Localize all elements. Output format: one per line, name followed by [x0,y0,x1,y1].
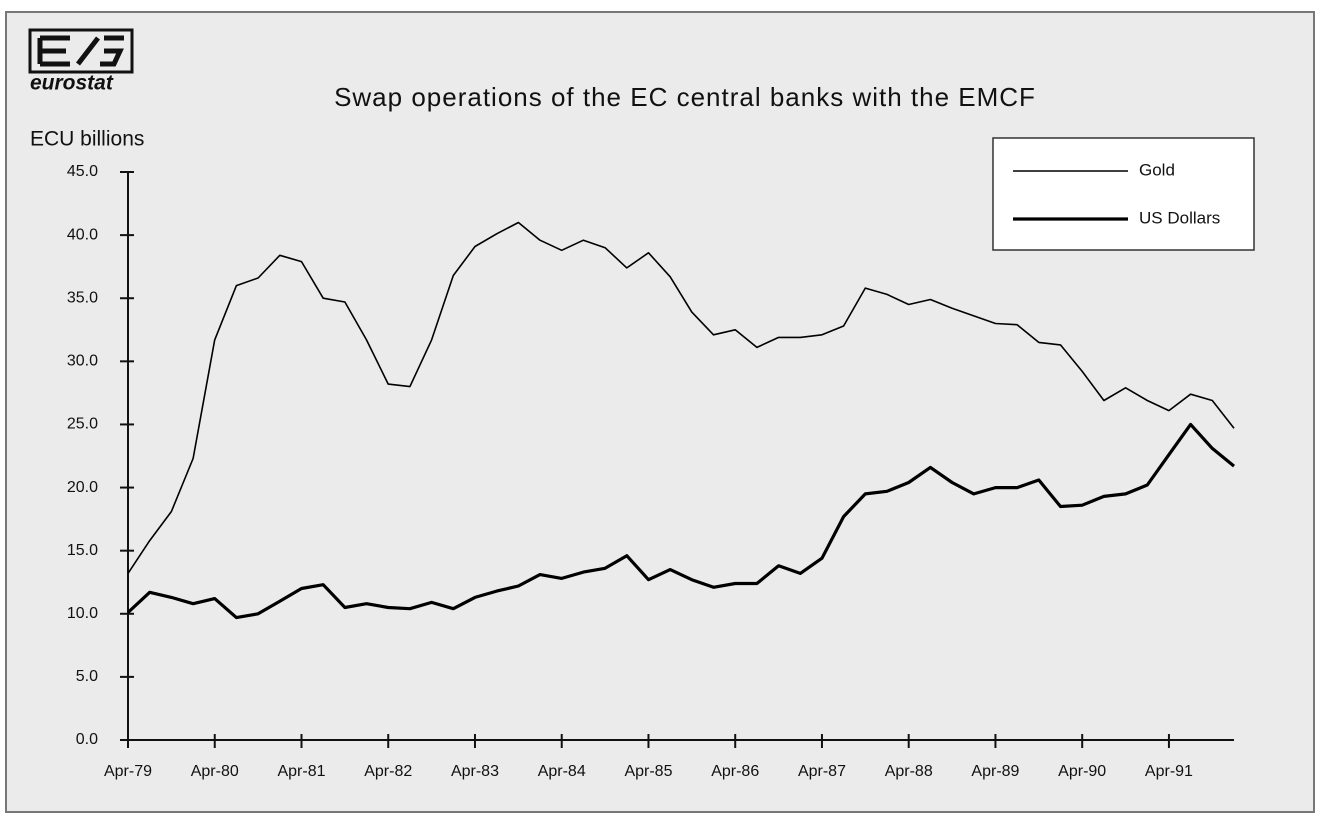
chart-title: Swap operations of the EC central banks … [334,82,1036,112]
legend: Gold US Dollars [992,137,1255,251]
logo: eurostat [28,28,134,95]
x-tick-label: Apr-88 [885,763,933,780]
y-tick-label: 25.0 [67,416,98,433]
x-tick-label: Apr-81 [277,763,325,780]
x-tick-label: Apr-79 [104,763,152,780]
legend-label: Gold [1139,160,1175,179]
y-tick-label: 5.0 [76,668,98,685]
logo-box [28,28,134,74]
y-tick-label: 35.0 [67,289,98,306]
legend-box [992,137,1255,251]
series-line [126,422,1236,620]
x-tick-label: Apr-90 [1058,763,1106,780]
x-tick-label: Apr-86 [711,763,759,780]
y-tick-label: 40.0 [67,226,98,243]
series-line [127,221,1235,574]
logo-text: eurostat [30,72,114,95]
y-tick-label: 30.0 [67,353,98,370]
x-tick-label: Apr-84 [538,763,586,780]
logo-mark [37,35,124,67]
y-tick-label: 20.0 [67,479,98,496]
y-tick-label: 10.0 [67,605,98,622]
y-tick-label: 0.0 [76,731,98,748]
x-tick-label: Apr-89 [971,763,1019,780]
x-tick-label: Apr-83 [451,763,499,780]
y-tick-label: 45.0 [67,163,98,180]
x-tick-label: Apr-82 [364,763,412,780]
x-tick-label: Apr-91 [1145,763,1193,780]
x-tick-label: Apr-87 [798,763,846,780]
legend-label: US Dollars [1139,208,1220,227]
x-tick-label: Apr-80 [191,763,239,780]
x-tick-label: Apr-85 [624,763,672,780]
y-axis-label: ECU billions [30,128,144,151]
y-tick-label: 15.0 [67,542,98,559]
